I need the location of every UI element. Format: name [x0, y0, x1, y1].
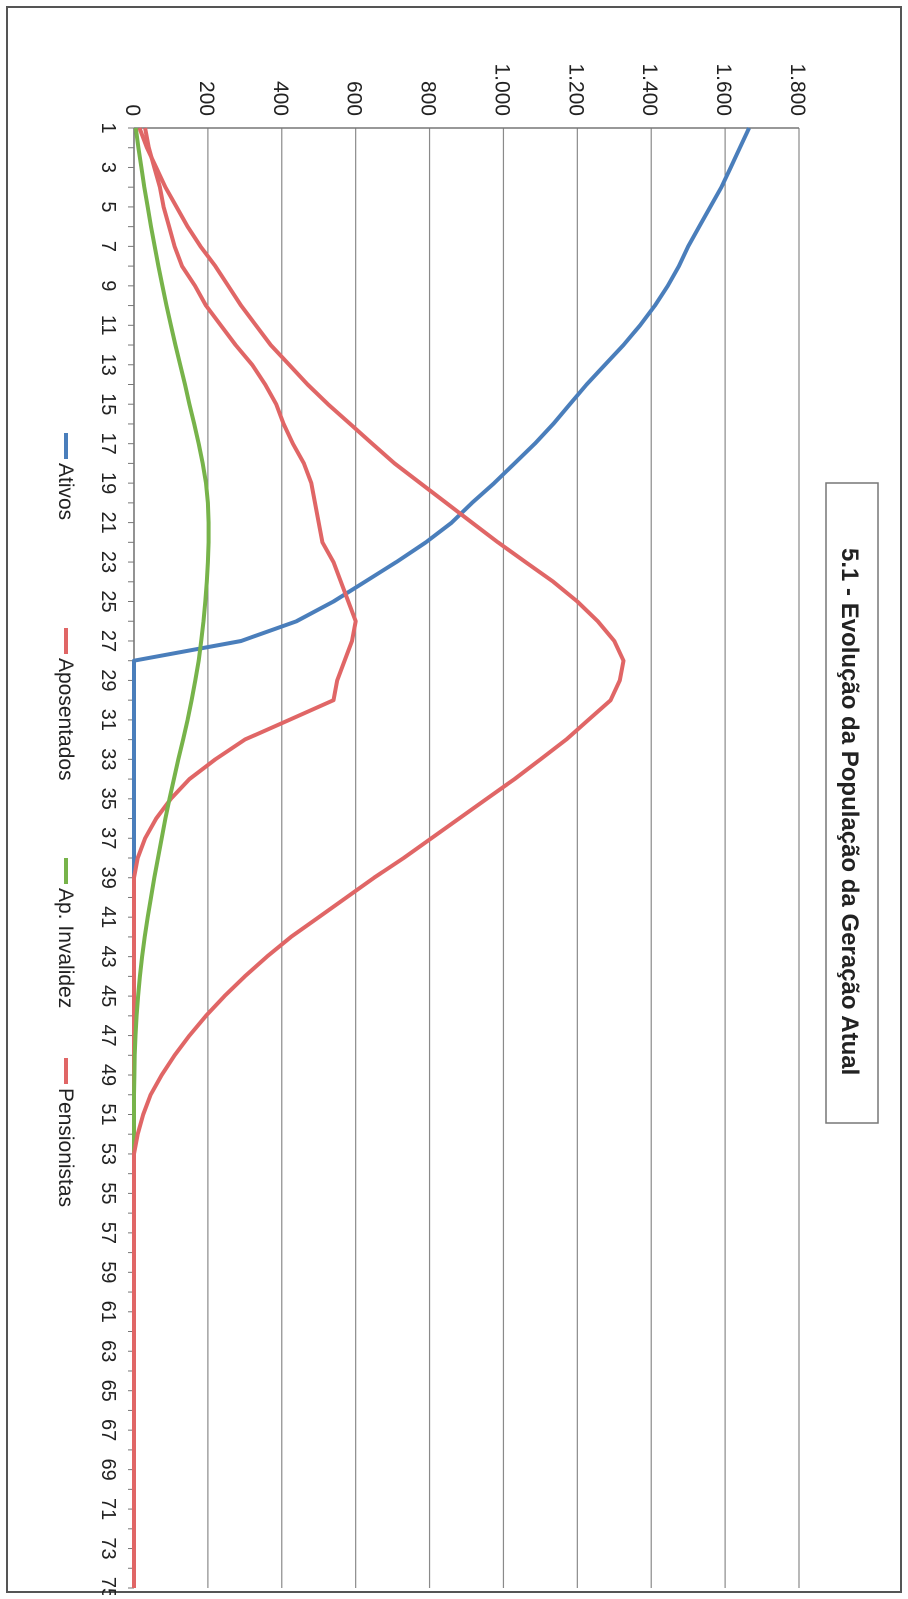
y-tick-label: 1.400 [638, 63, 661, 116]
y-tick-label: 800 [417, 81, 440, 116]
y-tick-label: 1.600 [712, 63, 735, 116]
x-tick-label: 11 [97, 315, 119, 336]
series-line-aposentados [132, 127, 358, 1588]
y-axis-tick-labels: 0 200 400 600 800 1.000 1.200 1.400 1.600 1.800 [121, 63, 809, 116]
series-line-ativos [132, 127, 751, 1588]
x-tick-label: 53 [97, 1143, 119, 1165]
series-line-ap-invalidez [132, 127, 211, 1588]
x-tick-label: 25 [97, 590, 119, 612]
x-tick-label: 17 [97, 433, 119, 455]
title-border [825, 482, 879, 1124]
x-tick-label: 73 [97, 1537, 119, 1559]
y-tick-label: 1.800 [786, 63, 809, 116]
x-tick-label: 51 [97, 1103, 119, 1125]
y-tick-label: 200 [195, 81, 218, 116]
x-tick-label: 15 [97, 393, 119, 415]
line-chart: 0 200 400 600 800 1.000 1.200 1.400 1.600 1.800 1… [54, 63, 879, 1595]
chart-title-box: 5.1 - Evolução da População da Geração A… [825, 482, 879, 1124]
y-tick-label: 1.000 [490, 63, 513, 116]
x-tick-label: 9 [97, 280, 119, 291]
x-tick-label: 67 [97, 1419, 119, 1441]
series-lines [132, 127, 751, 1588]
x-tick-label: 45 [97, 985, 119, 1007]
series-line-pensionistas [132, 127, 626, 1588]
x-tick-label: 5 [97, 201, 119, 212]
x-tick-label: 39 [97, 867, 119, 889]
x-tick-label: 69 [97, 1458, 119, 1480]
x-tick-label: 13 [97, 354, 119, 376]
x-tick-label: 63 [97, 1340, 119, 1362]
y-tick-label: 600 [343, 81, 366, 116]
x-tick-label: 65 [97, 1380, 119, 1402]
x-tick-label: 49 [97, 1064, 119, 1086]
x-tick-label: 29 [97, 669, 119, 691]
x-tick-label: 59 [97, 1261, 119, 1283]
legend: Ativos Aposentados Ap. Invalidez Pensionist… [54, 433, 77, 1207]
x-tick-label: 31 [97, 709, 119, 731]
gridlines [133, 128, 800, 1588]
x-tick-label: 55 [97, 1182, 119, 1204]
legend-label: Ap. Invalidez [54, 888, 77, 1008]
y-tick-label: 1.200 [564, 63, 587, 116]
x-tick-label: 37 [97, 827, 119, 849]
x-tick-label: 71 [97, 1498, 119, 1520]
x-tick-label: 75 [97, 1577, 119, 1595]
x-tick-label: 23 [97, 551, 119, 573]
x-tick-label: 41 [97, 906, 119, 928]
x-tick-label: 47 [97, 1024, 119, 1046]
x-axis-tick-labels: 1357911131517192123252729313335373941434… [97, 122, 119, 1595]
x-tick-label: 35 [97, 788, 119, 810]
legend-label: Pensionistas [54, 1088, 77, 1207]
y-tick-label: 400 [269, 81, 292, 116]
legend-label: Aposentados [54, 658, 77, 781]
y-tick-label: 0 [121, 104, 144, 116]
x-tick-label: 33 [97, 748, 119, 770]
x-tick-label: 61 [97, 1301, 119, 1323]
x-tick-label: 27 [97, 630, 119, 652]
x-tick-label: 1 [97, 122, 119, 133]
x-tick-label: 57 [97, 1222, 119, 1244]
chart-title: 5.1 - Evolução da População da Geração A… [836, 548, 863, 1075]
x-tick-label: 3 [97, 162, 119, 173]
x-tick-label: 7 [97, 241, 119, 252]
x-tick-label: 21 [97, 511, 119, 533]
x-tick-label: 43 [97, 946, 119, 968]
x-tick-label: 19 [97, 472, 119, 494]
legend-label: Ativos [54, 463, 77, 520]
x-axis [128, 127, 799, 1589]
chart-frame: 0 200 400 600 800 1.000 1.200 1.400 1.600 1.800 1… [6, 6, 904, 1595]
rotated-chart-area: 0 200 400 600 800 1.000 1.200 1.400 1.600 1.800 1… [8, 8, 904, 1595]
